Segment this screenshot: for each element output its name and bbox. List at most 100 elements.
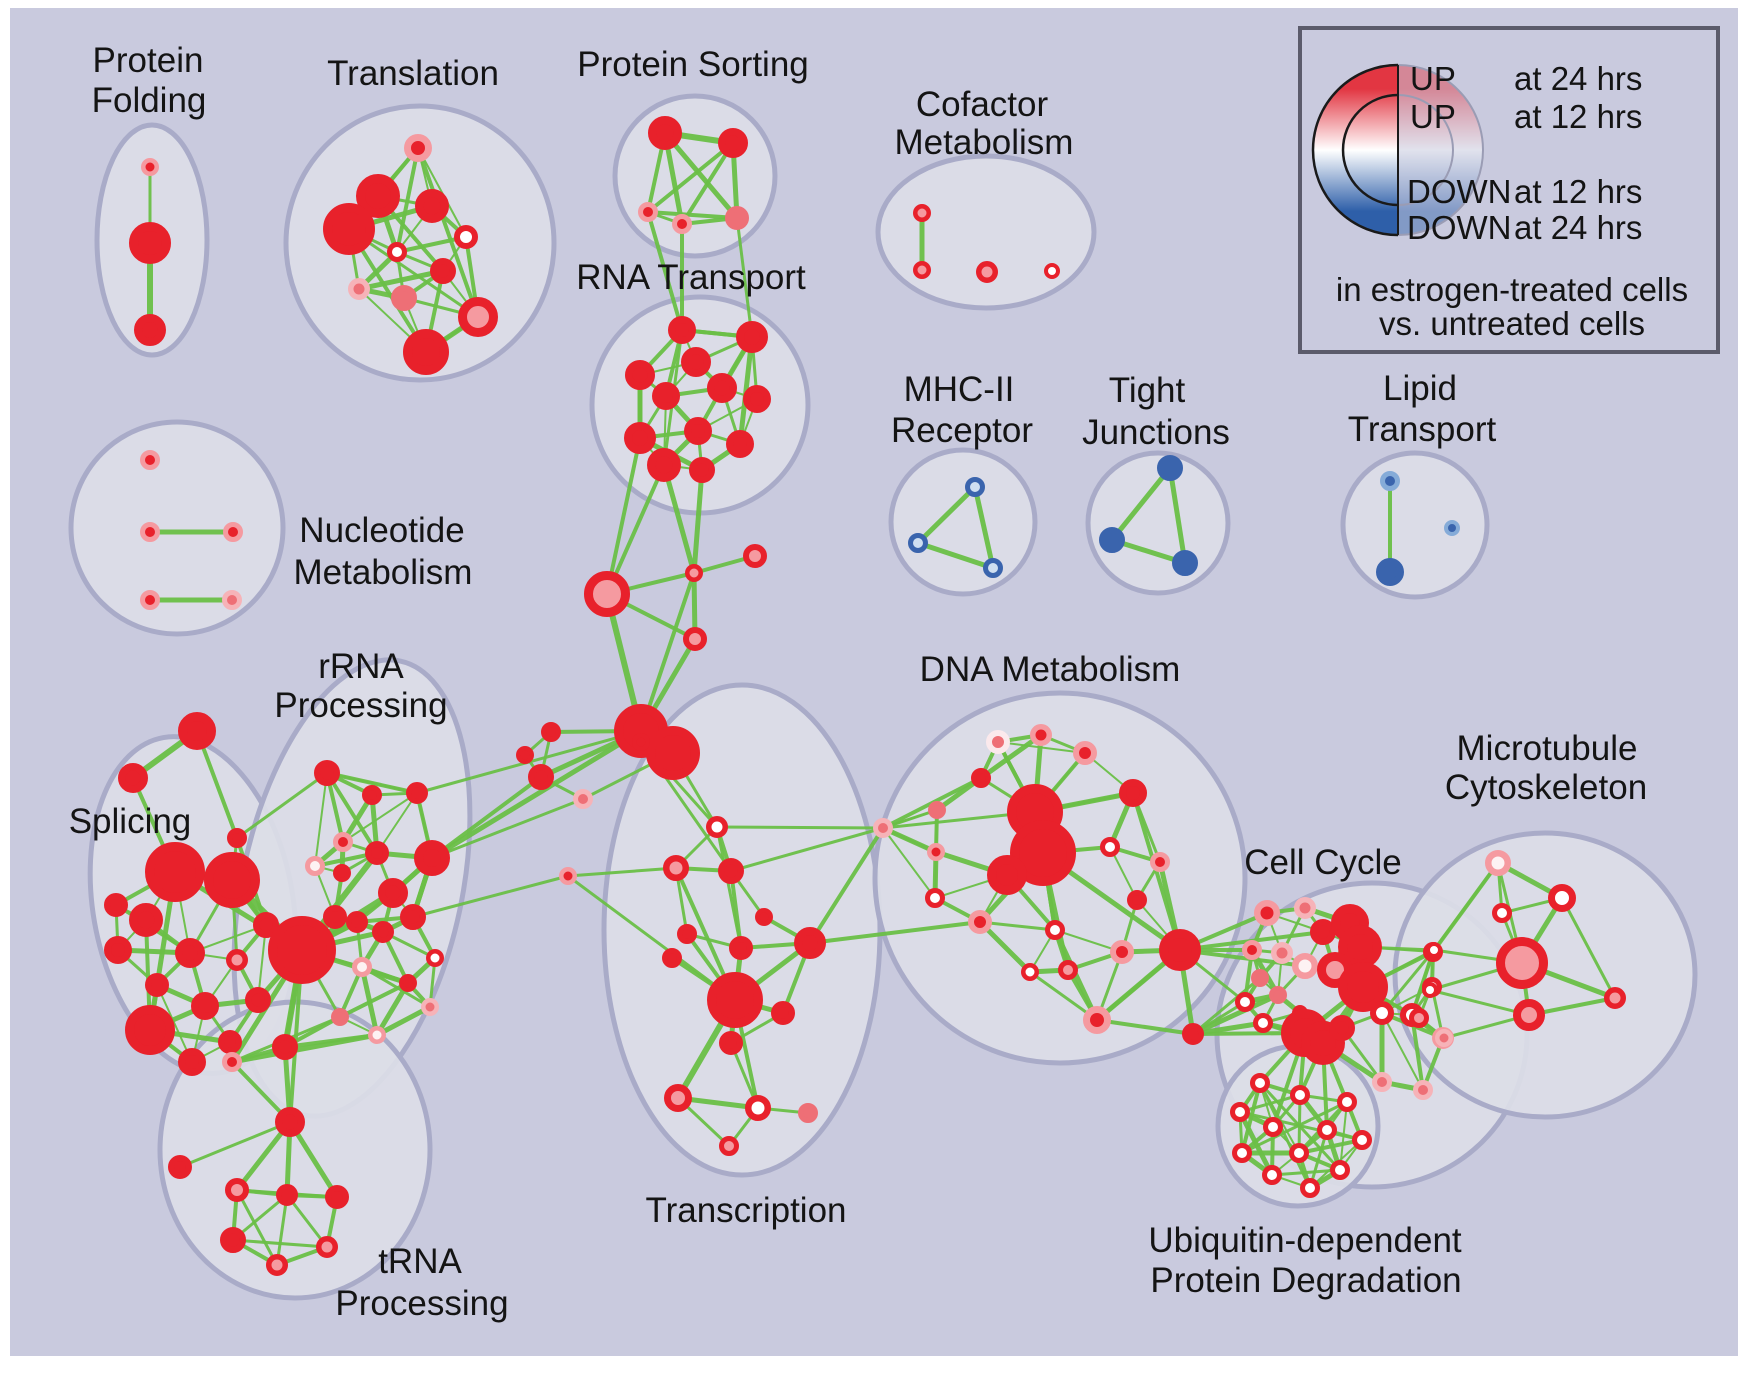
edge-mhc xyxy=(915,540,996,571)
gene-node-rrna-21 xyxy=(222,1052,242,1072)
cluster-label-tight: Junctions xyxy=(1082,413,1230,452)
legend-time-label: at 12 hrs xyxy=(1514,98,1642,135)
cluster-ellipse-tight xyxy=(1085,450,1231,596)
edge-rrna xyxy=(342,792,418,843)
gene-node-transcription-6 xyxy=(729,936,753,960)
edge-rrna xyxy=(376,792,418,854)
edge-inter xyxy=(605,436,642,596)
edge-inter xyxy=(715,825,885,830)
cluster-ellipse-nucleotide xyxy=(68,419,286,637)
gene-node-rna_transport-9 xyxy=(726,430,754,458)
gene-node-nucleotide-4 xyxy=(222,590,242,610)
gene-node-translation-4 xyxy=(454,225,478,249)
gene-node-transcription-11 xyxy=(719,1031,743,1055)
legend-direction-label: UP xyxy=(1410,98,1456,135)
gene-node-translation-2 xyxy=(415,189,449,223)
gene-node-transcription-7 xyxy=(794,927,826,959)
gene-node-transcription-4 xyxy=(755,908,773,926)
edge-links xyxy=(639,571,696,733)
legend-time-label: at 24 hrs xyxy=(1514,209,1642,246)
gene-node-rrna-9 xyxy=(346,911,368,933)
gene-node-transcription-8 xyxy=(662,948,682,968)
gene-node-cell_cycle-9 xyxy=(1338,962,1388,1012)
gene-node-dna-2 xyxy=(1073,741,1097,765)
gene-node-dna-3 xyxy=(971,768,991,788)
gene-node-nucleotide-2 xyxy=(223,522,243,542)
gene-node-trna-6 xyxy=(316,1236,338,1258)
edge-ubiquitin xyxy=(1270,1168,1342,1177)
gene-node-transcription-15 xyxy=(719,1136,739,1156)
gene-node-rna_transport-6 xyxy=(743,385,771,413)
gene-node-protein_folding-2 xyxy=(134,314,166,346)
gene-node-tight-2 xyxy=(1172,550,1198,576)
cluster-label-cofactor: Cofactor xyxy=(916,85,1049,124)
gene-node-trna-7 xyxy=(266,1254,288,1276)
gene-node-rna_transport-3 xyxy=(625,360,655,390)
gene-node-splicing-12 xyxy=(253,912,279,938)
cluster-label-trna: Processing xyxy=(335,1284,508,1323)
cluster-ellipse-mhc xyxy=(888,447,1038,597)
gene-node-trna-4 xyxy=(325,1185,349,1209)
cluster-label-rrna: rRNA xyxy=(318,647,404,686)
gene-node-dna-21 xyxy=(1159,929,1201,971)
gene-node-ubiquitin-10 xyxy=(1262,1165,1282,1185)
legend-donut-faded-half xyxy=(1398,65,1483,235)
gene-node-microtubule-5 xyxy=(1422,982,1438,998)
gene-node-links-1 xyxy=(743,544,767,568)
gene-node-rrna-7 xyxy=(414,840,450,876)
gene-node-ubiquitin-11 xyxy=(1300,1178,1320,1198)
gene-node-dna-1 xyxy=(1030,724,1052,746)
edge-rrna xyxy=(314,772,328,867)
gene-node-rrna-16 xyxy=(399,974,417,992)
gene-node-rrna-20 xyxy=(272,1034,298,1060)
edge-cell_cycle xyxy=(1190,992,1281,1037)
gene-node-rrna-17 xyxy=(421,998,439,1016)
gene-node-dna-0 xyxy=(986,730,1010,754)
edge-tight xyxy=(1167,465,1188,566)
edge-rrna xyxy=(325,771,379,855)
edge-splicing xyxy=(156,984,193,1063)
cluster-label-tight: Tight xyxy=(1109,371,1186,410)
gene-node-protein_sorting-1 xyxy=(718,128,748,158)
gene-node-tight-1 xyxy=(1099,527,1125,553)
edge-dna xyxy=(978,732,1044,781)
edge-ubiquitin xyxy=(1258,1081,1312,1190)
gene-node-microtubule-9 xyxy=(1435,1029,1453,1047)
edge-protein_sorting xyxy=(662,130,740,221)
gene-node-translation-1 xyxy=(356,174,400,218)
gene-node-microtubule-7 xyxy=(1513,999,1545,1031)
gene-node-rrna-5 xyxy=(365,841,389,865)
gene-node-rrna-15 xyxy=(426,949,444,967)
edge-translation xyxy=(356,268,446,292)
gene-node-rrna-4 xyxy=(305,856,325,876)
gene-node-ubiquitin-6 xyxy=(1352,1130,1372,1150)
gene-node-nucleotide-3 xyxy=(140,590,160,610)
edge-rrna xyxy=(374,980,411,1038)
gene-node-splicing-1 xyxy=(204,852,260,908)
gene-node-cell_cycle-2 xyxy=(1310,919,1336,945)
edge-dna xyxy=(978,920,1057,932)
cluster-label-protein_folding: Protein xyxy=(93,41,204,80)
edge-inter xyxy=(411,874,570,919)
gene-node-translation-7 xyxy=(348,278,370,300)
gene-node-rrna-2 xyxy=(406,782,428,804)
legend-time-label: at 12 hrs xyxy=(1514,173,1642,210)
gene-node-dna-16 xyxy=(1058,960,1078,980)
gene-node-rrna-10 xyxy=(323,905,347,929)
gene-node-rrna-6 xyxy=(333,864,351,882)
gene-node-links-10 xyxy=(559,867,577,885)
gene-node-ubiquitin-8 xyxy=(1289,1143,1309,1163)
legend-caption: vs. untreated cells xyxy=(1379,305,1645,342)
gene-node-microtubule-1 xyxy=(1548,884,1576,912)
gene-node-mhc-2 xyxy=(983,558,1003,578)
gene-node-rrna-1 xyxy=(362,785,382,805)
legend-inner-arc xyxy=(1341,93,1399,207)
gene-node-translation-3 xyxy=(323,203,375,255)
gene-node-translation-8 xyxy=(391,285,417,311)
gene-node-transcription-1 xyxy=(706,816,728,838)
gene-node-microtubule-8 xyxy=(1409,1008,1429,1028)
edge-translation xyxy=(416,146,480,319)
gene-node-translation-0 xyxy=(404,134,432,162)
gene-node-cofactor-0 xyxy=(913,204,931,222)
